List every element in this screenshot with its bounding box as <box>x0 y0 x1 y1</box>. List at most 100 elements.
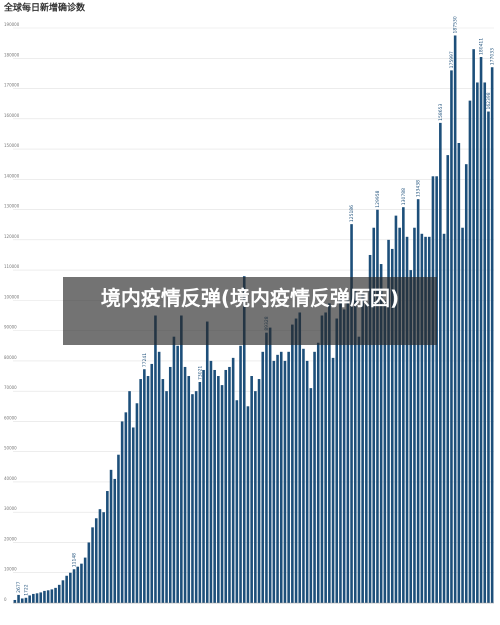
bar <box>464 164 468 603</box>
bar <box>35 593 39 603</box>
bar <box>165 391 168 603</box>
bar <box>313 351 316 603</box>
bar <box>279 351 283 603</box>
bar <box>442 233 446 603</box>
bar <box>80 563 83 603</box>
bar <box>87 542 91 603</box>
bar <box>224 369 228 603</box>
bar <box>120 421 124 603</box>
bar <box>413 227 416 603</box>
y-tick-label: 40000 <box>4 476 17 481</box>
bar <box>72 569 76 603</box>
bar <box>479 57 483 603</box>
bar <box>228 366 231 603</box>
bar <box>431 176 435 603</box>
bar <box>231 357 235 603</box>
y-tick-label: 120000 <box>4 234 20 239</box>
bar <box>383 300 387 603</box>
bar <box>427 236 431 603</box>
bar <box>394 215 398 603</box>
bar <box>287 351 290 603</box>
bar <box>242 276 246 603</box>
bar <box>320 315 324 603</box>
bar <box>91 527 94 603</box>
value-label: 133438 <box>416 180 422 197</box>
bar <box>376 209 379 603</box>
bar <box>217 376 220 603</box>
value-label: 1722 <box>23 584 29 596</box>
y-tick-label: 90000 <box>4 325 17 330</box>
overlay-caption: 境内疫情反弹(境内疫情反弹原因) <box>63 277 437 345</box>
bar <box>76 566 80 603</box>
bar <box>420 233 424 603</box>
bar <box>65 575 68 603</box>
bar <box>461 227 464 603</box>
bar <box>54 587 57 603</box>
bar <box>17 594 20 603</box>
bar <box>298 312 302 603</box>
bar <box>261 351 265 603</box>
bar <box>416 199 420 603</box>
bar <box>157 351 161 603</box>
value-label: 187530 <box>453 16 459 33</box>
bar <box>220 385 224 603</box>
bar <box>187 376 191 603</box>
bar <box>139 379 142 603</box>
y-tick-label: 0 <box>4 597 7 602</box>
bar <box>161 379 165 603</box>
value-label: 125186 <box>349 205 355 222</box>
bar <box>83 557 87 603</box>
bar <box>246 406 250 603</box>
y-tick-label: 180000 <box>4 52 20 57</box>
bar <box>328 303 331 603</box>
bar <box>490 67 494 603</box>
bar <box>172 336 176 603</box>
y-tick-label: 150000 <box>4 143 20 148</box>
bar <box>124 412 128 603</box>
value-label: 162398 <box>486 92 492 109</box>
bar <box>135 403 139 603</box>
bar <box>424 236 427 603</box>
y-tick-label: 130000 <box>4 204 20 209</box>
bar <box>198 382 202 603</box>
bar <box>305 360 309 603</box>
bar <box>350 224 353 603</box>
bar <box>168 366 172 603</box>
bar <box>146 376 150 603</box>
bar <box>43 590 46 603</box>
bar <box>113 478 117 603</box>
bar <box>379 264 383 603</box>
bar <box>409 270 413 603</box>
bar <box>213 369 216 603</box>
bar <box>324 312 327 603</box>
bar <box>239 345 242 603</box>
y-tick-label: 110000 <box>4 264 20 269</box>
bar <box>94 518 98 603</box>
bar <box>257 379 261 603</box>
bar <box>28 595 31 603</box>
bar <box>439 122 442 604</box>
bar <box>61 580 65 603</box>
bar <box>361 294 364 603</box>
bar <box>365 303 368 603</box>
value-label: 180411 <box>479 38 485 55</box>
bar <box>205 321 209 603</box>
bar <box>102 512 105 603</box>
bar <box>468 100 472 603</box>
bar <box>13 599 17 603</box>
bar <box>128 391 131 603</box>
bar <box>476 82 479 603</box>
y-tick-label: 10000 <box>4 567 17 572</box>
y-tick-label: 20000 <box>4 536 17 541</box>
bar <box>143 369 146 603</box>
bar <box>346 297 350 603</box>
bar <box>194 391 198 603</box>
bar <box>24 597 28 603</box>
bar <box>402 207 405 603</box>
bar <box>69 572 72 603</box>
bar <box>387 239 390 603</box>
bar <box>106 491 109 603</box>
bar <box>50 589 54 603</box>
y-tick-label: 100000 <box>4 294 20 299</box>
bar <box>209 360 213 603</box>
